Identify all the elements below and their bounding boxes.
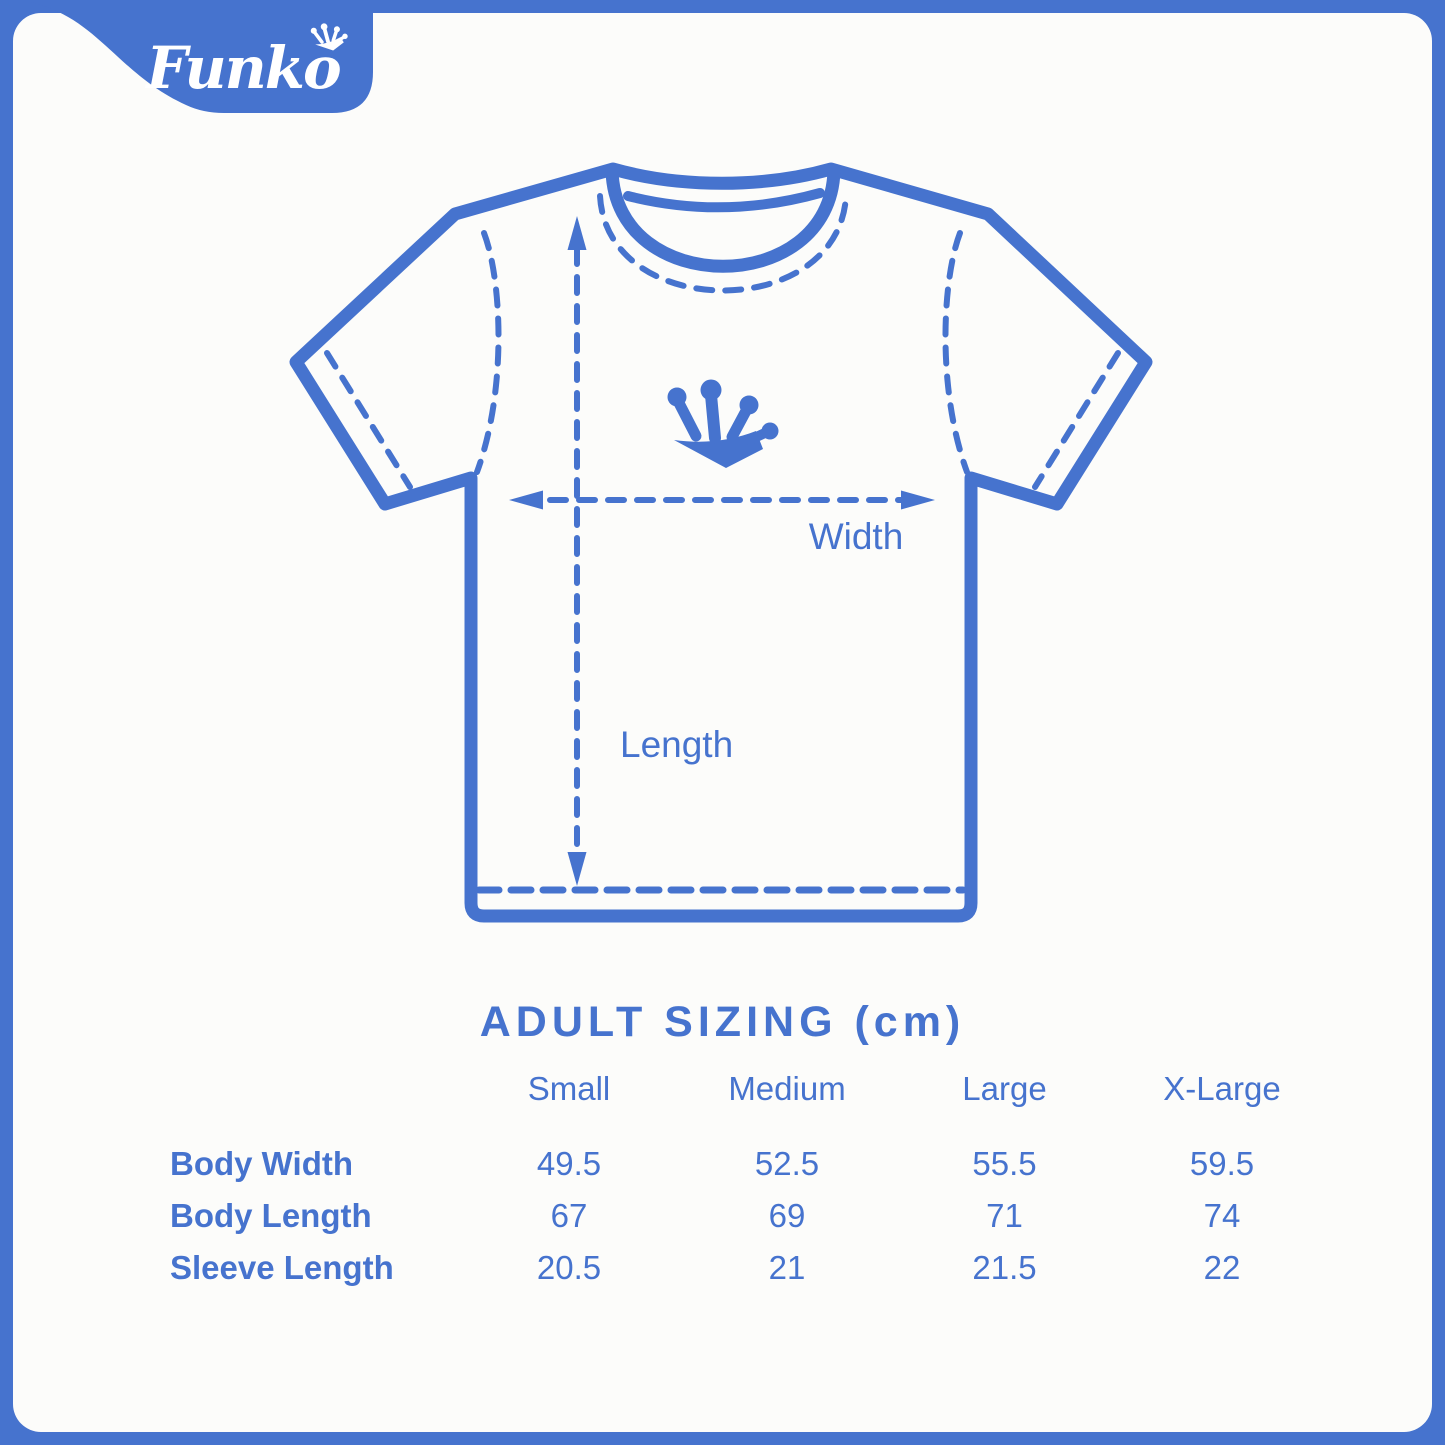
sizing-table: ADULT SIZING (cm) Small Medium Large X-L… bbox=[0, 998, 1445, 1294]
size-value: 71 bbox=[986, 1197, 1023, 1234]
column-header-large: Large bbox=[962, 1070, 1047, 1107]
size-value: 69 bbox=[768, 1197, 806, 1234]
size-value: 59.5 bbox=[1189, 1145, 1255, 1182]
size-value: 49.5 bbox=[536, 1145, 602, 1182]
collar-band bbox=[623, 188, 825, 213]
size-value: 74 bbox=[1203, 1197, 1241, 1234]
column-header-medium: Medium bbox=[728, 1070, 846, 1107]
size-value: 20.5 bbox=[536, 1249, 602, 1286]
armhole-seam-right bbox=[942, 230, 970, 475]
funko-badge: Funko bbox=[30, 0, 373, 113]
size-value: 21.5 bbox=[972, 1249, 1037, 1286]
table-row-body-width: Body Width 49.5 52.5 55.5 59.5 bbox=[130, 1138, 1331, 1190]
chest-crown-icon bbox=[668, 380, 779, 469]
content-area bbox=[13, 13, 1432, 1432]
length-arrow bbox=[567, 216, 587, 886]
size-value: 55.5 bbox=[972, 1145, 1037, 1182]
table-header-row: Small Medium Large X-Large bbox=[130, 1069, 1331, 1109]
width-label: Width bbox=[809, 516, 904, 557]
row-label: Body Width bbox=[170, 1145, 353, 1182]
size-value: 21 bbox=[768, 1249, 806, 1286]
table-row-body-length: Body Length 67 69 71 74 bbox=[130, 1190, 1331, 1242]
funko-logo-text: Funko bbox=[144, 34, 340, 102]
width-arrow bbox=[509, 490, 935, 510]
sleeve-hem-right bbox=[1032, 350, 1121, 490]
length-label: Length bbox=[620, 724, 733, 765]
size-value: 52.5 bbox=[754, 1145, 820, 1182]
table-row-sleeve-length: Sleeve Length 20.5 21 21.5 22 bbox=[130, 1242, 1331, 1294]
collar-seam-dashed bbox=[597, 193, 849, 294]
size-value: 67 bbox=[550, 1197, 588, 1234]
collar-outline bbox=[605, 164, 841, 273]
tshirt-outline bbox=[289, 162, 1153, 923]
column-header-small: Small bbox=[527, 1070, 611, 1107]
size-value: 22 bbox=[1203, 1249, 1241, 1286]
column-header-xlarge: X-Large bbox=[1163, 1070, 1281, 1107]
sleeve-hem-left bbox=[324, 350, 413, 490]
sizing-title: ADULT SIZING (cm) bbox=[479, 998, 966, 1046]
row-label: Body Length bbox=[170, 1197, 372, 1234]
row-label: Sleeve Length bbox=[170, 1249, 394, 1286]
armhole-seam-left bbox=[474, 230, 502, 475]
